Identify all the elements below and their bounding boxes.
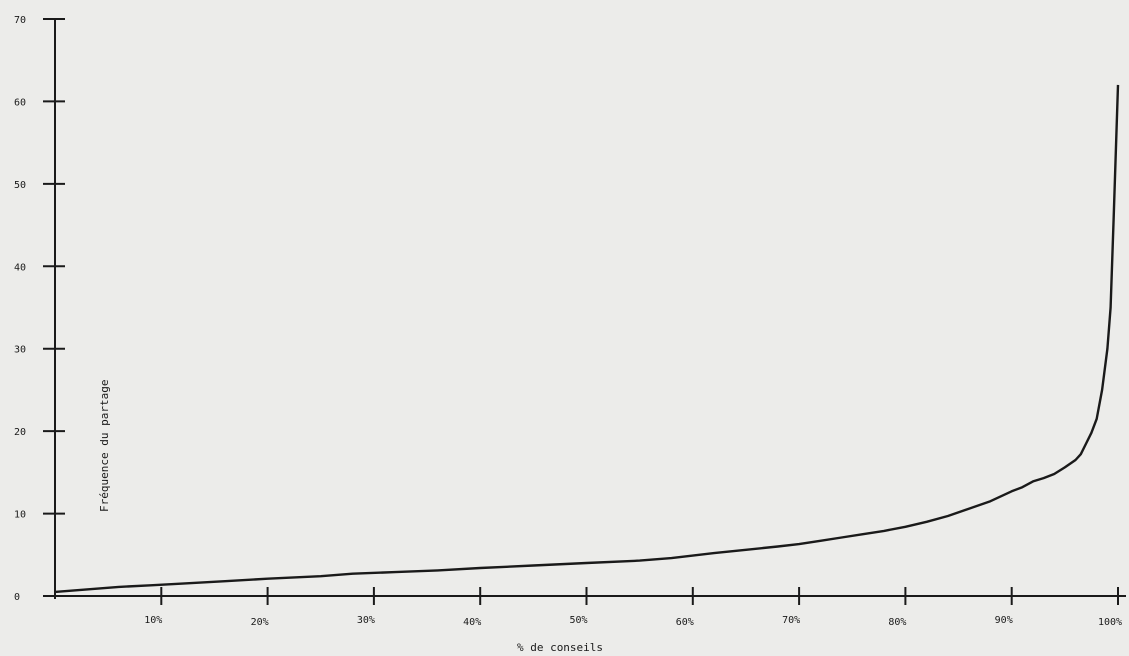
x-tick-label: 100% (1098, 617, 1122, 628)
y-tick-label: 40 (14, 262, 26, 273)
y-tick-label: 60 (14, 97, 26, 108)
x-tick-label: 10% (144, 615, 162, 626)
x-tick-label: 40% (463, 617, 481, 628)
x-tick-label: 30% (357, 615, 375, 626)
y-tick-label: 30 (14, 345, 26, 356)
x-tick-label: 20% (251, 617, 269, 628)
y-axis-label: Fréquence du partage (98, 380, 111, 512)
x-tick-label: 90% (995, 615, 1013, 626)
x-axis-label: % de conseils (517, 641, 603, 654)
x-axis: 10% 20% 30% 40% 50% 60% 70% 80% 90% 100% (43, 587, 1126, 628)
x-tick-label: 50% (569, 615, 587, 626)
y-tick-label: 10 (14, 510, 26, 521)
y-tick-label: 50 (14, 180, 26, 191)
series-line (54, 84, 1120, 594)
x-tick-label: 60% (676, 617, 694, 628)
y-tick-label: 0 (14, 592, 20, 603)
x-tick-label: 80% (888, 617, 906, 628)
x-tick-label: 70% (782, 615, 800, 626)
y-tick-label: 20 (14, 427, 26, 438)
y-tick-label: 70 (14, 15, 26, 26)
y-axis: 0 10 20 30 40 50 60 70 (14, 15, 65, 603)
